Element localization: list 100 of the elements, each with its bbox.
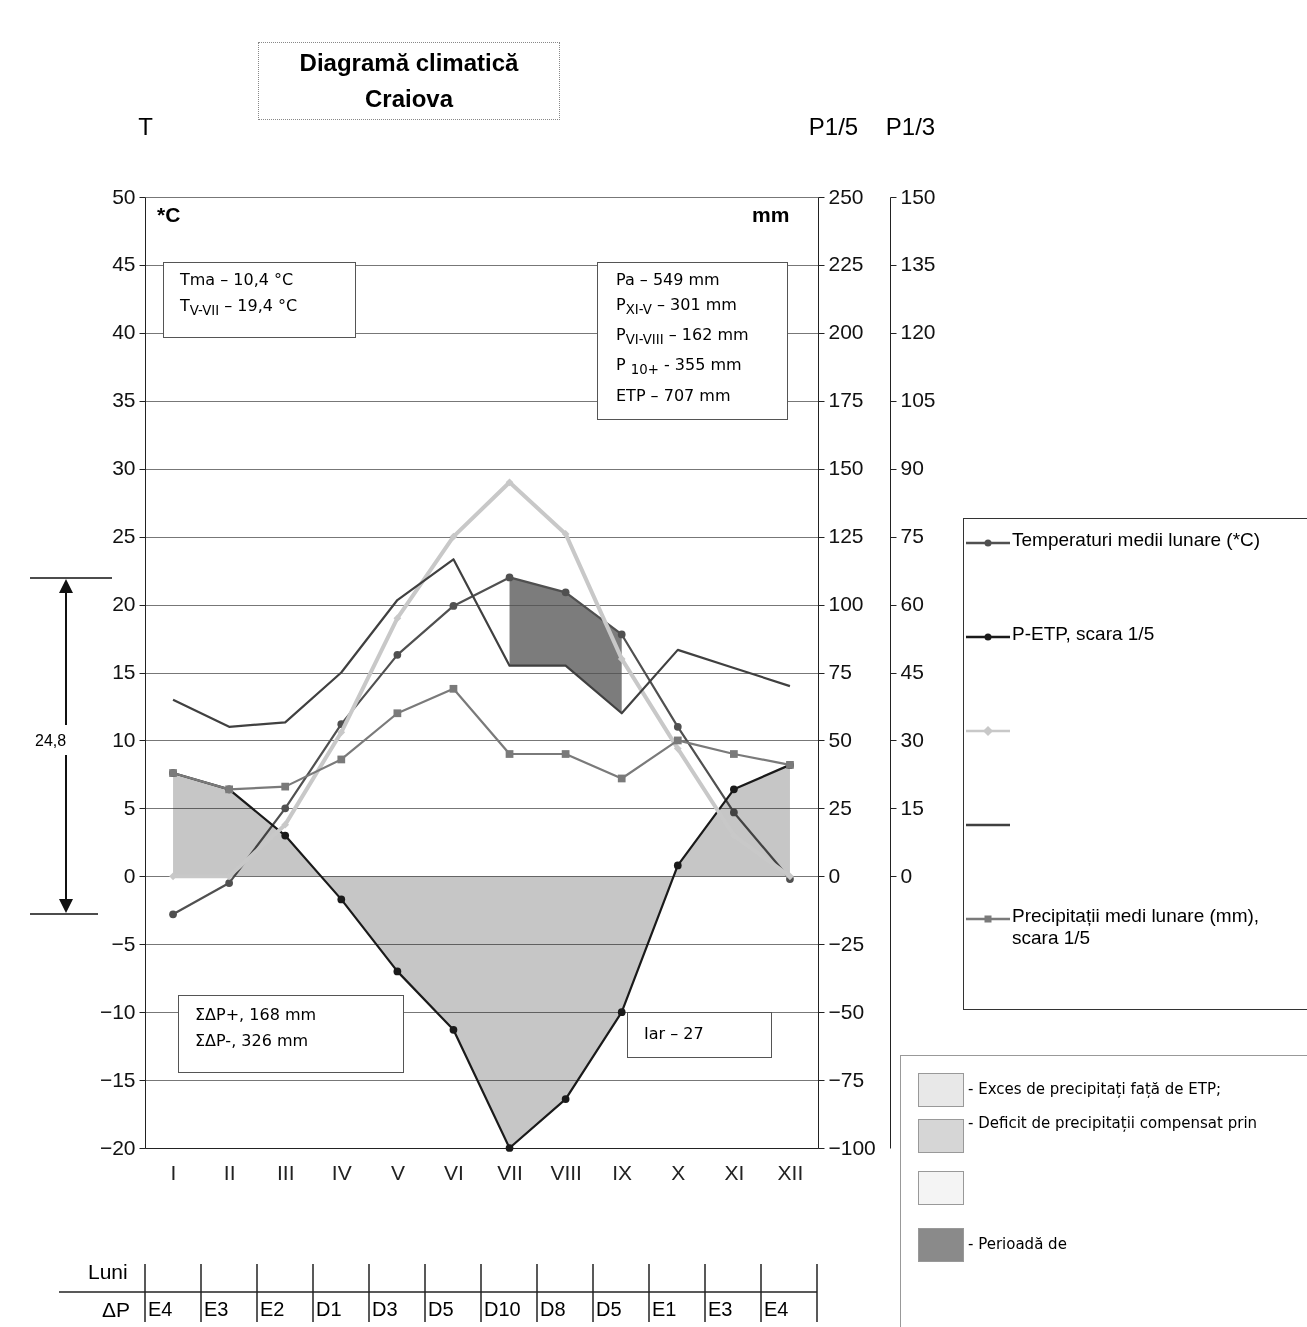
- text: E3: [204, 1298, 229, 1321]
- y-tick-label: −20: [99, 1135, 136, 1159]
- point: [730, 785, 738, 794]
- point: [281, 782, 290, 791]
- y2-tick-label: −25: [828, 931, 865, 955]
- text: D5: [596, 1298, 622, 1321]
- x-tick-label: II: [223, 1160, 236, 1184]
- y-tick-label: 10: [112, 727, 136, 751]
- point: [673, 744, 682, 753]
- y2-tick-label: 75: [828, 660, 852, 683]
- point: [505, 573, 514, 582]
- y-tick-label: 50: [112, 184, 136, 208]
- point: [337, 728, 346, 737]
- y-tick-label: 45: [112, 252, 136, 276]
- point: [561, 750, 570, 758]
- y-axis-title: T: [138, 112, 154, 140]
- text: - Perioadă de: [968, 1235, 1067, 1253]
- y3-tick-label: 150: [900, 184, 936, 208]
- y3-tick-label: 90: [900, 456, 924, 480]
- text: E4: [148, 1298, 173, 1321]
- text: D8: [540, 1298, 566, 1321]
- line-series: [171, 558, 792, 728]
- x-tick-label: IX: [612, 1160, 633, 1184]
- point: [281, 820, 290, 829]
- y3-tick-label: 60: [900, 592, 924, 616]
- point: [617, 655, 626, 663]
- text: E3: [708, 1298, 733, 1321]
- text: ΔP: [102, 1298, 131, 1322]
- point: [169, 910, 177, 919]
- y2-tick-label: 0: [828, 863, 841, 887]
- point: [337, 895, 346, 904]
- point: [730, 750, 738, 758]
- text: D5: [428, 1298, 454, 1321]
- x-tick-label: V: [390, 1160, 405, 1184]
- point: [393, 967, 402, 976]
- text: E1: [652, 1298, 677, 1321]
- y2-tick-label: 175: [828, 388, 864, 412]
- y2-axis-title: P1/5: [808, 112, 859, 140]
- y-tick-label: 40: [112, 320, 136, 344]
- y-tick-label: 20: [112, 592, 136, 616]
- y2-tick-label: −50: [828, 999, 865, 1023]
- point: [561, 588, 570, 597]
- y3-axis-title: P1/3: [885, 112, 936, 140]
- y2-tick-label: −100: [828, 1135, 876, 1159]
- x-tick-label: XII: [777, 1160, 804, 1184]
- x-tick-label: XI: [724, 1160, 745, 1184]
- text-box: Iar – 27: [627, 1012, 772, 1058]
- y2-tick-label: 150: [828, 456, 864, 480]
- text-box: ΣΔP+, 168 mm ΣΔP-, 326 mm: [178, 995, 404, 1073]
- y2-tick-label: −75: [828, 1067, 865, 1091]
- y3-tick-label: 120: [900, 320, 936, 344]
- x-tick-label: I: [170, 1160, 177, 1184]
- y3-tick-label: 135: [900, 252, 936, 276]
- legend-label: Precipitații medi lunare (mm), scara 1/5: [1012, 905, 1261, 949]
- point: [673, 861, 682, 870]
- x-tick-label: VIII: [550, 1160, 582, 1184]
- y3-tick-label: 105: [900, 388, 936, 412]
- y-tick-label: 5: [123, 795, 136, 819]
- point: [617, 774, 626, 783]
- y-tick-label: 0: [123, 863, 136, 887]
- y2-tick-label: 250: [828, 184, 864, 208]
- y3-tick-label: 0: [900, 863, 913, 887]
- legend-label: Temperaturi medii lunare (*C): [1012, 529, 1261, 551]
- y-tick-label: −15: [99, 1067, 136, 1091]
- point: [673, 736, 682, 745]
- x-tick-label: IV: [331, 1160, 352, 1184]
- point: [449, 1025, 458, 1034]
- point: [337, 755, 346, 764]
- y-tick-label: 15: [112, 660, 136, 683]
- y-tick-label: −10: [99, 999, 136, 1023]
- text-box: Pa – 549 mm P$_{XI-V}$ – 301 mm P$_{VI-VIII}$ – 162 mm P $_{10+}$ - 355 mm ETP – 707 mm: [597, 262, 788, 420]
- legend-label: P-ETP, scara 1/5: [1012, 623, 1155, 645]
- point: [449, 602, 458, 610]
- point: [225, 879, 233, 887]
- point: [617, 630, 626, 639]
- point: [561, 530, 570, 538]
- annotation: mm: [752, 203, 790, 227]
- y2-tick-label: 50: [828, 727, 852, 751]
- y2-tick-label: 25: [828, 795, 852, 819]
- y-tick-label: −5: [111, 931, 136, 955]
- text: Luni: [88, 1260, 128, 1284]
- y-tick-label: 30: [112, 456, 136, 480]
- point: [673, 722, 682, 731]
- point: [617, 1008, 626, 1017]
- x-tick-label: VII: [497, 1160, 523, 1184]
- point: [449, 684, 458, 693]
- y3-tick-label: 45: [900, 660, 924, 683]
- text: - Exces de precipitați față de ETP;: [968, 1080, 1222, 1098]
- point: [393, 650, 402, 659]
- text-box: Tma – 10,4 °C T$_{V-VII}$ – 19,4 °C: [163, 262, 356, 338]
- point: [505, 750, 514, 758]
- x-tick-label: X: [671, 1160, 686, 1184]
- x-tick-label: VI: [444, 1160, 464, 1184]
- point: [393, 709, 402, 718]
- text: D1: [316, 1298, 342, 1321]
- text: 24,8: [35, 732, 67, 750]
- point: [561, 1095, 570, 1103]
- x-tick-label: III: [276, 1160, 295, 1184]
- y2-tick-label: 125: [828, 524, 864, 548]
- text: - Deficit de precipitații compensat prin: [968, 1114, 1258, 1132]
